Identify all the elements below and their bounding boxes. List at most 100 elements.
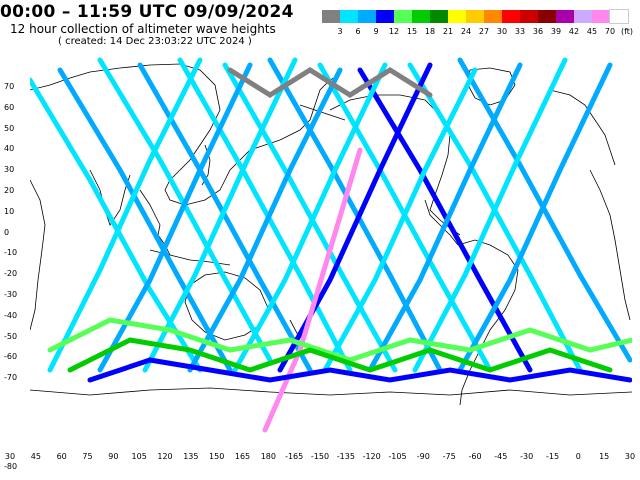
longitude-label: -45 — [494, 452, 508, 461]
coast-africa — [30, 179, 46, 331]
corner-label: -80 — [4, 462, 18, 471]
longitude-label: 150 — [209, 452, 225, 461]
latitude-label: -70 — [4, 373, 18, 383]
coast-alaska — [299, 104, 346, 121]
latitude-label: 0 — [4, 227, 10, 237]
wave-height-map — [30, 50, 632, 448]
track — [227, 67, 433, 98]
legend-swatch — [412, 10, 430, 23]
legend-swatch — [394, 10, 412, 23]
map-title: 00:00 – 11:59 UTC 09/09/2024 — [0, 2, 294, 22]
track — [57, 67, 233, 373]
legend-swatch — [358, 10, 376, 23]
longitude-label: 15 — [599, 452, 610, 461]
legend-swatch — [466, 10, 484, 23]
longitude-label: -150 — [310, 452, 330, 461]
legend-swatch — [322, 10, 340, 23]
longitude-label: 30 — [4, 452, 16, 461]
track — [367, 62, 523, 373]
coast-antarctica — [30, 387, 632, 396]
longitude-label: 75 — [82, 452, 93, 461]
track — [357, 67, 533, 373]
legend-label: 36 — [532, 27, 544, 36]
legend-swatch — [538, 10, 556, 23]
latitude-label: 20 — [4, 186, 15, 195]
legend-swatch — [430, 10, 448, 23]
track — [267, 57, 443, 373]
track — [142, 57, 298, 373]
legend-label: 30 — [496, 27, 508, 36]
longitude-label: 60 — [56, 452, 67, 461]
track — [262, 147, 363, 433]
legend-label: 18 — [424, 27, 436, 36]
legend-swatch — [609, 9, 629, 24]
longitude-label: -15 — [545, 452, 560, 461]
legend-color-bar — [322, 9, 629, 24]
track — [222, 62, 398, 373]
legend-swatch — [502, 10, 520, 23]
track — [187, 67, 343, 373]
legend-label: 27 — [478, 27, 490, 36]
longitude-label: -30 — [520, 452, 534, 461]
track — [97, 57, 273, 363]
longitude-label: 45 — [30, 452, 41, 461]
map-canvas — [30, 57, 632, 433]
longitude-label: -60 — [468, 452, 482, 461]
legend-label: 70 — [604, 27, 616, 36]
longitude-label: 90 — [108, 452, 119, 461]
color-legend: 3 6 9 12 15 18 21 24 27 30 33 36 39 42 45 70 (ft) — [322, 9, 634, 40]
latitude-label: -60 — [4, 352, 18, 362]
track — [232, 62, 388, 373]
created-timestamp: ( created: 14 Dec 23:03:22 UTC 2024 ) — [58, 36, 252, 47]
coast-north-america — [329, 94, 461, 236]
legend-label: 24 — [460, 27, 472, 36]
track — [47, 317, 632, 363]
longitude-label: 165 — [234, 452, 251, 461]
longitude-label: -75 — [442, 452, 456, 461]
latitude-label: -30 — [4, 290, 18, 299]
longitude-label: 180 — [260, 452, 276, 461]
track — [67, 337, 613, 373]
track — [87, 357, 632, 383]
latitude-label: 50 — [4, 123, 15, 133]
track — [317, 62, 493, 373]
legend-swatch — [376, 10, 394, 23]
track — [457, 62, 613, 373]
latitude-label: 60 — [4, 102, 15, 112]
longitude-label: -105 — [388, 452, 407, 461]
track — [47, 57, 203, 373]
legend-swatch — [574, 10, 592, 23]
longitude-label: -135 — [336, 452, 355, 461]
longitude-label: 0 — [575, 452, 581, 461]
legend-label: 15 — [406, 27, 418, 36]
map-subtitle: 12 hour collection of altimeter wave hei… — [10, 22, 276, 36]
latitude-label: -10 — [4, 248, 18, 258]
track — [457, 57, 632, 363]
longitude-label: -90 — [416, 452, 430, 461]
longitude-label: 135 — [183, 452, 199, 461]
coast-india — [89, 169, 131, 226]
coast-asia — [30, 63, 341, 206]
latitude-label: 10 — [4, 206, 15, 216]
legend-label: 21 — [442, 27, 454, 36]
longitude-label: -120 — [362, 452, 381, 461]
latitude-label: 70 — [4, 82, 15, 91]
longitude-label: -165 — [285, 452, 304, 461]
legend-unit: (ft) — [621, 27, 634, 36]
satellite-tracks — [30, 57, 632, 433]
coast-europe — [549, 89, 616, 166]
legend-label: 39 — [550, 27, 562, 36]
latitude-label: -50 — [4, 331, 18, 341]
longitude-label: 30 — [624, 452, 636, 461]
track — [322, 67, 478, 373]
legend-swatch — [520, 10, 538, 23]
legend-label: 6 — [355, 27, 361, 36]
legend-swatch — [484, 10, 502, 23]
longitude-label: 105 — [131, 452, 147, 461]
legend-label: 9 — [373, 27, 379, 36]
legend-swatch — [592, 10, 610, 23]
legend-swatch — [448, 10, 466, 23]
legend-label: 3 — [337, 27, 343, 36]
legend-swatch — [556, 10, 574, 23]
latitude-label: 30 — [4, 165, 15, 175]
